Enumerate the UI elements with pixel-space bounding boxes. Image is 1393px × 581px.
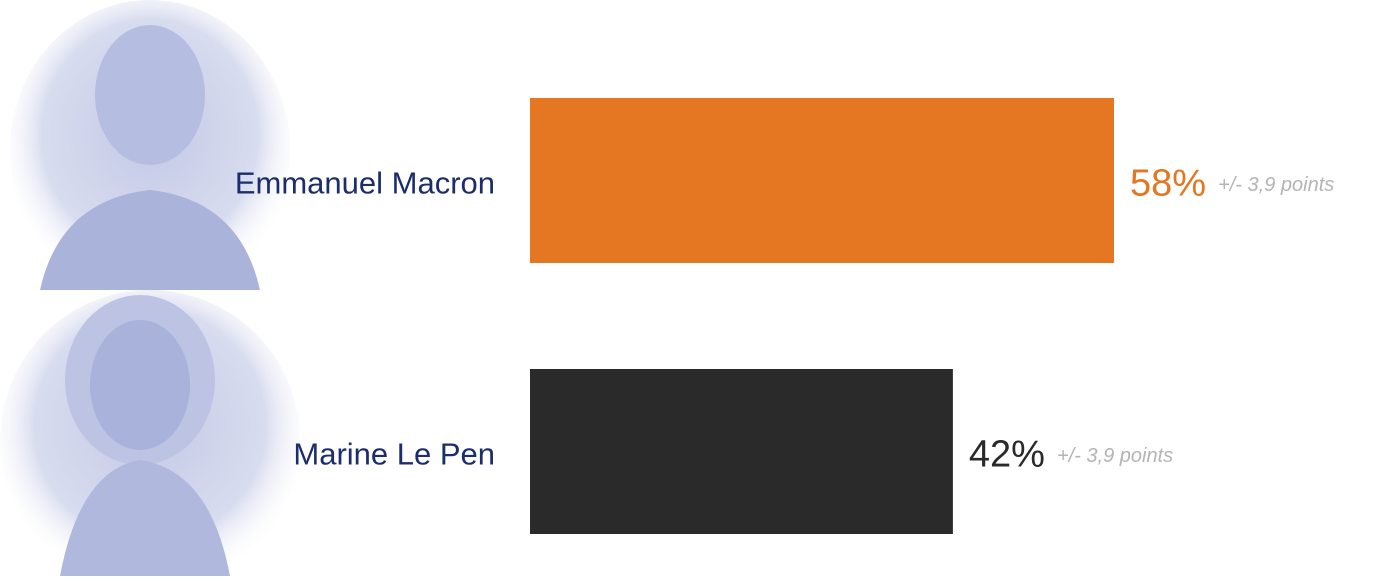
margin-annotation: +/- 3,9 points bbox=[1057, 445, 1173, 467]
category-label: Emmanuel Macron bbox=[235, 166, 495, 201]
category-label: Marine Le Pen bbox=[293, 437, 495, 472]
bar bbox=[530, 98, 1114, 263]
portrait-macron bbox=[10, 0, 290, 300]
bar bbox=[530, 369, 953, 534]
value-label: 42% bbox=[969, 434, 1045, 476]
value-label: 58% bbox=[1130, 163, 1206, 205]
portrait-le-pen bbox=[0, 290, 300, 581]
margin-annotation: +/- 3,9 points bbox=[1218, 174, 1334, 196]
